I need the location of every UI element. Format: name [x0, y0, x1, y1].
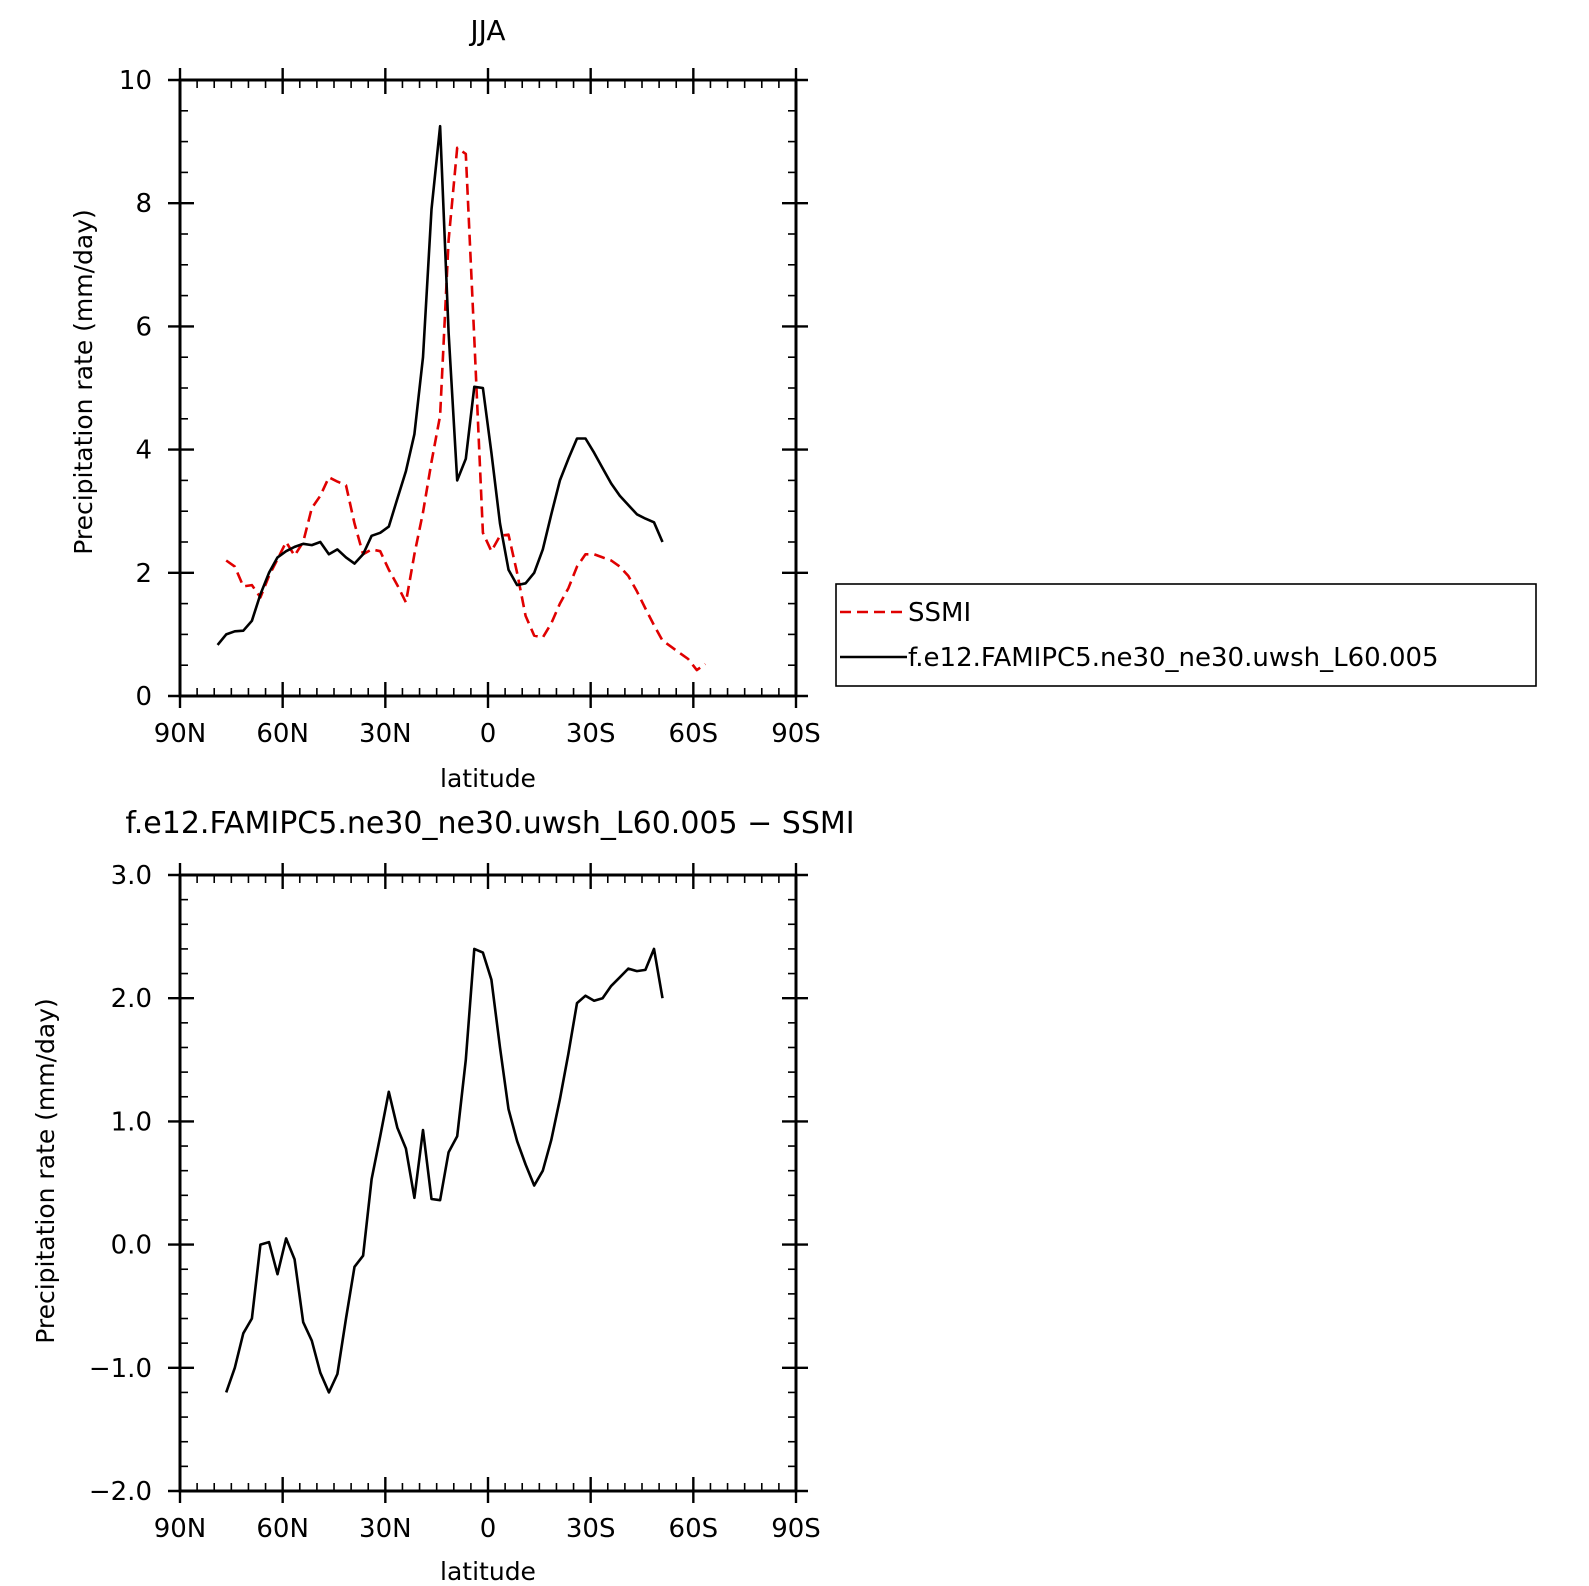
x-tick-label: 60S — [669, 719, 719, 749]
x-tick-label: 90N — [154, 719, 207, 749]
bottom-chart-title: f.e12.FAMIPC5.ne30_ne30.uwsh_L60.005 − S… — [125, 806, 854, 841]
top-y-axis-label: Precipitation rate (mm/day) — [69, 209, 98, 555]
y-tick-label: 10 — [119, 66, 152, 96]
legend-label-model: f.e12.FAMIPC5.ne30_ne30.uwsh_L60.005 — [908, 643, 1439, 673]
y-tick-label: −2.0 — [89, 1477, 152, 1507]
y-tick-label: 0 — [135, 682, 152, 712]
x-tick-label: 60N — [256, 1514, 309, 1544]
bottom-plot-frame — [178, 873, 798, 1493]
top-panel: JJA Precipitation rate (mm/day) latitude… — [69, 14, 821, 793]
series-line-1 — [216, 124, 664, 646]
x-tick-label: 90N — [154, 1514, 207, 1544]
legend-box — [835, 583, 1537, 687]
y-tick-label: 2 — [135, 559, 152, 589]
series-line-0 — [224, 947, 664, 1394]
x-tick-label: 30N — [359, 719, 412, 749]
legend-label-ssmi: SSMI — [908, 598, 971, 628]
top-chart-title: JJA — [468, 14, 505, 47]
y-tick-label: 8 — [135, 189, 152, 219]
x-tick-label: 30S — [566, 719, 616, 749]
x-tick-label: 0 — [480, 719, 497, 749]
y-tick-label: 3.0 — [111, 861, 152, 891]
y-tick-label: 1.0 — [111, 1107, 152, 1137]
y-tick-label: 0.0 — [111, 1231, 152, 1261]
y-tick-label: 2.0 — [111, 984, 152, 1014]
x-tick-label: 90S — [771, 719, 821, 749]
bottom-y-axis-label: Precipitation rate (mm/day) — [31, 998, 60, 1344]
x-tick-label: 90S — [771, 1514, 821, 1544]
bottom-series-lines — [224, 947, 664, 1394]
series-line-0 — [225, 146, 707, 672]
x-tick-label: 30N — [359, 1514, 412, 1544]
bottom-axis-ticks: 90N 60N 30N 0 30S 60S 90S −2.0 −1.0 0.0 1.0 2.0 3.0 — [89, 861, 821, 1544]
x-tick-label: 0 — [480, 1514, 497, 1544]
top-plot-frame — [178, 78, 798, 698]
top-x-axis-label: latitude — [440, 764, 536, 793]
legend: SSMI f.e12.FAMIPC5.ne30_ne30.uwsh_L60.00… — [835, 583, 1537, 687]
y-tick-label: −1.0 — [89, 1354, 152, 1384]
bottom-panel: f.e12.FAMIPC5.ne30_ne30.uwsh_L60.005 − S… — [31, 806, 855, 1586]
top-series-lines — [216, 124, 707, 672]
x-tick-label: 30S — [566, 1514, 616, 1544]
bottom-x-axis-label: latitude — [440, 1557, 536, 1586]
top-axis-ticks: 90N 60N 30N 0 30S 60S 90S 0 2 4 6 8 10 — [119, 66, 821, 749]
y-tick-label: 6 — [135, 312, 152, 342]
x-tick-label: 60N — [256, 719, 309, 749]
y-tick-label: 4 — [135, 436, 152, 466]
x-tick-label: 60S — [669, 1514, 719, 1544]
